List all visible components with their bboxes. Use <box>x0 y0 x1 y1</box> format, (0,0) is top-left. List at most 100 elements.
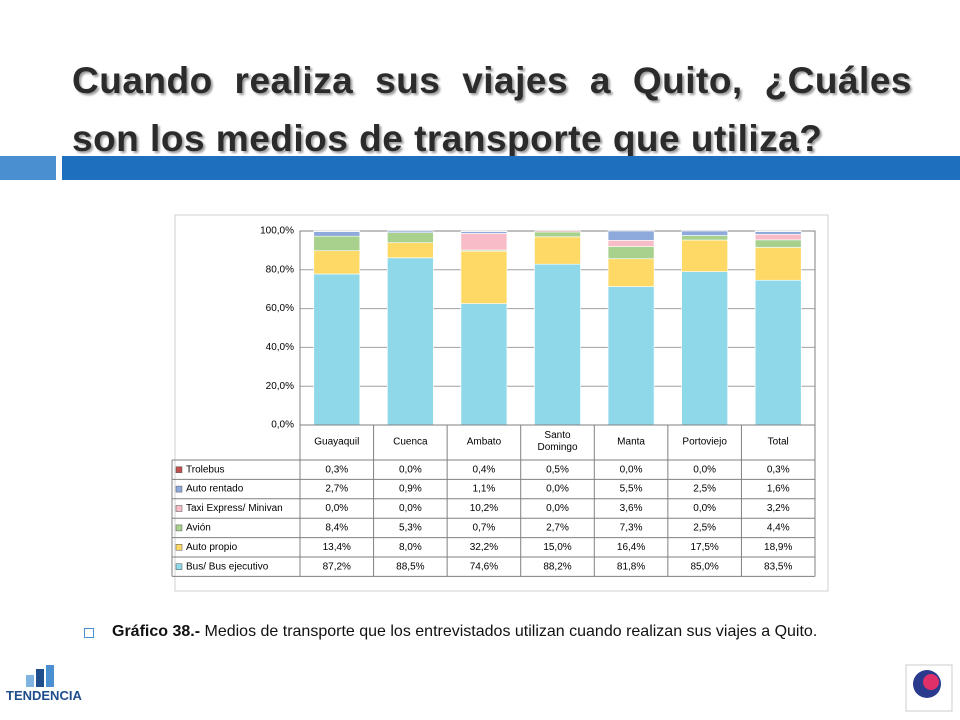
bar-segment <box>460 250 508 304</box>
table-value: 87,2% <box>323 561 351 572</box>
legend-label: Auto propio <box>186 542 238 553</box>
bar-segment <box>754 230 802 232</box>
category-label: Portoviejo <box>682 437 727 448</box>
table-value: 88,2% <box>543 561 571 572</box>
category-label: Total <box>768 437 789 448</box>
table-value: 3,6% <box>620 503 643 514</box>
table-value: 15,0% <box>543 542 571 553</box>
y-tick-label: 40,0% <box>266 342 294 353</box>
category-label: Guayaquil <box>314 437 359 448</box>
table-value: 0,7% <box>473 523 496 534</box>
logo-left <box>26 665 54 687</box>
category-label-line: Domingo <box>537 442 577 453</box>
legend-label: Taxi Express/ Minivan <box>186 503 283 514</box>
table-value: 3,2% <box>767 503 790 514</box>
slide-title: Cuando realiza sus viajes a Quito, ¿Cuál… <box>72 60 912 159</box>
bar-segment <box>534 230 581 233</box>
table-value: 5,5% <box>620 484 643 495</box>
caption-label: Gráfico 38.- <box>112 623 201 640</box>
bar-segment <box>607 240 655 247</box>
y-tick-label: 60,0% <box>266 303 294 314</box>
caption: Gráfico 38.- Medios de transporte que lo… <box>112 623 817 641</box>
bar-segment <box>387 232 434 244</box>
table-value: 8,0% <box>399 542 422 553</box>
bar-segment <box>460 233 508 251</box>
caption-text: Medios de transporte que los entrevistad… <box>204 623 818 640</box>
y-tick-label: 0,0% <box>271 420 294 431</box>
category-label: Ambato <box>467 437 502 448</box>
category-label: Cuenca <box>393 437 428 448</box>
logo-right <box>905 664 953 712</box>
legend-swatch <box>175 485 183 493</box>
table-value: 88,5% <box>396 561 424 572</box>
legend-label: Trolebus <box>186 464 225 475</box>
table-value: 5,3% <box>399 523 422 534</box>
header-band <box>0 156 56 180</box>
legend-swatch <box>175 524 183 532</box>
legend-swatch <box>175 505 183 512</box>
bar-segment <box>607 286 655 426</box>
table-value: 16,4% <box>617 542 645 553</box>
table-value: 0,0% <box>399 464 422 475</box>
table-value: 10,2% <box>470 503 498 514</box>
table-value: 81,8% <box>617 561 645 572</box>
legend-swatch <box>175 563 183 570</box>
table-value: 4,4% <box>767 523 790 534</box>
table-value: 8,4% <box>325 523 348 534</box>
bar-segment <box>754 247 802 281</box>
bar-segment <box>534 263 581 426</box>
bar-segment <box>681 271 728 426</box>
table-value: 32,2% <box>470 542 498 553</box>
y-tick-label: 100,0% <box>260 226 294 237</box>
table-value: 2,7% <box>325 484 348 495</box>
legend-label: Bus/ Bus ejecutivo <box>186 561 269 572</box>
table-value: 0,5% <box>546 464 569 475</box>
table-value: 2,5% <box>693 523 716 534</box>
bar-segment <box>387 230 434 234</box>
table-value: 0,0% <box>399 503 422 514</box>
bar-segment <box>387 257 434 426</box>
header-band <box>62 156 960 180</box>
table-value: 1,1% <box>473 484 496 495</box>
table-value: 83,5% <box>764 561 792 572</box>
bar-segment <box>313 273 361 426</box>
table-value: 0,3% <box>325 464 348 475</box>
bar-segment <box>534 236 581 265</box>
category-label: Manta <box>617 437 645 448</box>
logo-text: TENDENCIA <box>6 688 82 703</box>
legend-swatch <box>175 544 183 551</box>
legend-swatch <box>175 466 183 473</box>
table-value: 0,3% <box>767 464 790 475</box>
table-value: 7,3% <box>620 523 643 534</box>
table-value: 17,5% <box>690 542 718 553</box>
bar-segment <box>460 303 508 426</box>
bar-segment <box>754 233 802 241</box>
bar-segment <box>754 231 802 235</box>
bar-segment <box>534 231 581 238</box>
table-value: 18,9% <box>764 542 792 553</box>
legend-label: Avión <box>186 523 211 534</box>
bar-segment <box>754 279 802 426</box>
category-label: Santo Domingo <box>537 430 577 453</box>
bar-segment <box>607 246 655 260</box>
bar-segment <box>313 250 361 275</box>
bar-segment <box>460 230 508 232</box>
table-value: 74,6% <box>470 561 498 572</box>
table-value: 0,0% <box>620 464 643 475</box>
table-value: 85,0% <box>690 561 718 572</box>
table-value: 0,0% <box>546 503 569 514</box>
y-tick-label: 20,0% <box>266 381 294 392</box>
bar-segment <box>313 230 361 232</box>
y-tick-label: 80,0% <box>266 264 294 275</box>
bar-segment <box>754 239 802 248</box>
bar-segment <box>313 235 361 252</box>
table-value: 13,4% <box>323 542 351 553</box>
table-value: 0,4% <box>473 464 496 475</box>
bar-segment <box>387 242 434 259</box>
table-value: 0,0% <box>693 464 716 475</box>
table-value: 0,0% <box>546 484 569 495</box>
legend-label: Auto rentado <box>186 484 244 495</box>
table-value: 2,5% <box>693 484 716 495</box>
